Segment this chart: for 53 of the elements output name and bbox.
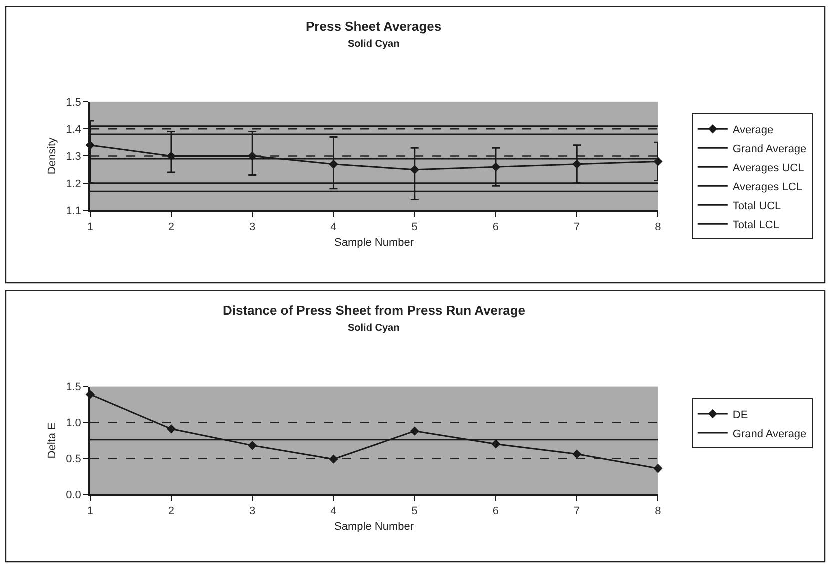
x-tick-label: 1 [87, 505, 94, 518]
legend-label: Total UCL [732, 200, 782, 212]
y-tick-label: 0.0 [66, 489, 82, 502]
legend-label: Grand Average [732, 428, 807, 440]
chart-subtitle: Solid Cyan [348, 323, 400, 334]
point [329, 160, 338, 169]
x-tick-label: 4 [330, 222, 337, 234]
x-axis-title: Sample Number [334, 237, 414, 250]
y-tick-label: 1.1 [66, 205, 82, 218]
legend-label: Average [732, 124, 774, 136]
y-tick-label: 1.3 [66, 151, 82, 164]
point [166, 424, 176, 434]
x-tick-label: 7 [574, 505, 580, 518]
x-tick-label: 8 [655, 505, 662, 518]
y-tick-label: 1.0 [66, 418, 82, 430]
point [654, 464, 663, 474]
point [654, 157, 663, 166]
x-tick-label: 1 [87, 222, 94, 234]
x-axis-title: Sample Number [334, 521, 414, 534]
x-tick-label: 5 [412, 222, 418, 234]
chart-title: Press Sheet Averages [306, 19, 442, 34]
x-tick-label: 8 [655, 222, 662, 234]
point [248, 441, 258, 450]
x-tick-label: 4 [330, 505, 337, 518]
legend-label: DE [732, 409, 748, 422]
point [491, 440, 501, 449]
y-axis-title: Density [46, 137, 58, 175]
legend-label: Averages UCL [732, 162, 804, 174]
y-tick-label: 0.5 [66, 453, 82, 466]
point [572, 160, 582, 169]
point [572, 450, 582, 459]
y-tick-label: 1.4 [66, 124, 82, 136]
x-tick-label: 6 [492, 505, 500, 518]
point [491, 162, 501, 172]
chart-title: Distance of Press Sheet from Press Run Average [223, 303, 526, 318]
x-tick-label: 3 [250, 222, 256, 234]
x-tick-label: 6 [492, 222, 500, 234]
point [410, 165, 420, 174]
y-tick-label: 1.5 [66, 382, 82, 394]
y-axis-title: Delta E [46, 422, 58, 459]
x-tick-label: 7 [574, 222, 580, 234]
y-tick-label: 1.5 [66, 96, 82, 109]
x-tick-label: 3 [250, 505, 256, 518]
y-tick-label: 1.2 [66, 178, 82, 190]
legend-label: Grand Average [732, 143, 807, 156]
point [329, 454, 338, 464]
point [410, 426, 420, 436]
legend-label: Averages LCL [732, 181, 802, 194]
legend-label: Total LCL [732, 219, 780, 232]
x-tick-label: 5 [412, 505, 418, 518]
x-tick-label: 2 [168, 505, 175, 518]
x-tick-label: 2 [168, 222, 175, 234]
chart-subtitle: Solid Cyan [348, 39, 400, 50]
